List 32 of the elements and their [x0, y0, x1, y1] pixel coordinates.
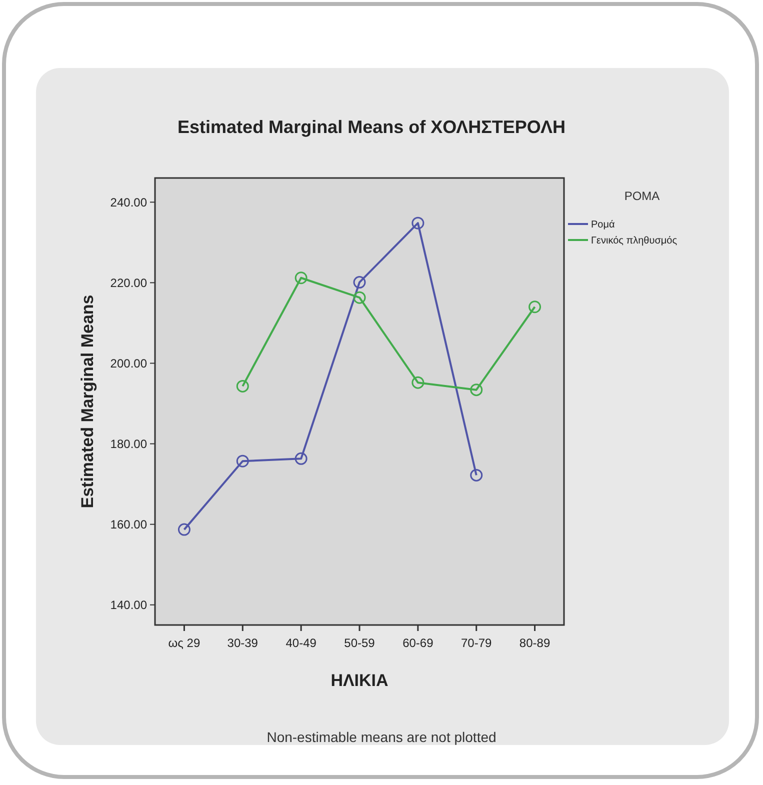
- y-tick-label: 160.00: [110, 518, 148, 532]
- x-tick-label: 30-39: [227, 636, 258, 650]
- point: [294, 452, 308, 465]
- x-tick-label: ως 29: [168, 636, 200, 650]
- point: [294, 272, 308, 284]
- x-tick-label: 70-79: [461, 636, 492, 650]
- x-tick-label: 40-49: [286, 636, 317, 650]
- y-axis-title: Estimated Marginal Means: [78, 294, 97, 508]
- legend-title: ΡΟΜΑ: [624, 189, 660, 203]
- y-tick-label: 240.00: [110, 195, 148, 210]
- x-axis-title: ΗΛΙΚΙΑ: [330, 671, 388, 690]
- y-tick-label: 140.00: [110, 598, 148, 612]
- point: [470, 468, 483, 482]
- point: [353, 276, 366, 289]
- legend-label: Γενικός πληθυσμός: [591, 236, 678, 246]
- point: [236, 454, 249, 468]
- x-tick-label: 60-69: [402, 636, 434, 650]
- point: [178, 523, 190, 536]
- x-tick-label: 80-89: [519, 636, 550, 650]
- chart-title: Estimated Marginal Means of ΧΟΛΗΣΤΕΡΟΛΗ: [178, 117, 566, 137]
- point: [353, 291, 366, 304]
- y-tick-label: 200.00: [110, 356, 148, 370]
- y-tick-label: 180.00: [110, 436, 148, 451]
- point: [236, 380, 249, 392]
- y-tick-label: 220.00: [110, 276, 148, 290]
- legend-label: Ρομά: [591, 220, 615, 230]
- x-tick-label: 50-59: [344, 636, 376, 650]
- point: [412, 376, 424, 389]
- point: [470, 384, 483, 396]
- point: [528, 300, 542, 314]
- point: [412, 216, 424, 230]
- text: Non-estimable means are not plotted: [266, 729, 496, 745]
